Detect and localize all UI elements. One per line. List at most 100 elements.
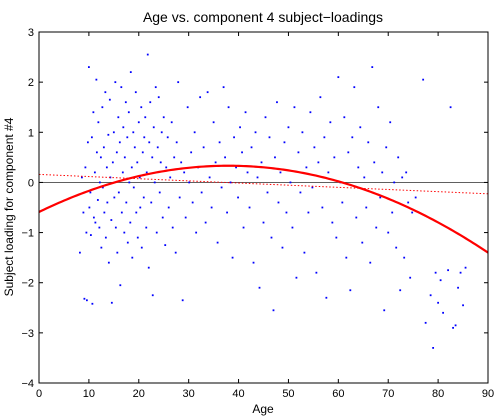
data-point-32 <box>105 166 108 169</box>
data-point-4 <box>84 166 87 169</box>
data-point-209 <box>361 241 364 244</box>
data-point-26 <box>101 106 104 109</box>
data-point-224 <box>391 211 394 214</box>
data-point-250 <box>462 304 464 307</box>
data-point-62 <box>128 181 131 184</box>
data-point-8 <box>87 66 90 68</box>
data-point-12 <box>90 136 93 139</box>
data-point-220 <box>383 309 386 312</box>
data-point-38 <box>110 219 113 221</box>
data-point-213 <box>369 261 372 264</box>
data-point-141 <box>227 106 230 109</box>
data-point-116 <box>181 299 184 302</box>
data-point-64 <box>129 71 132 74</box>
plot-frame <box>38 31 489 384</box>
data-point-201 <box>345 256 348 259</box>
data-point-153 <box>250 146 253 149</box>
data-point-21 <box>97 121 100 124</box>
data-point-175 <box>293 106 296 109</box>
data-point-246 <box>452 326 454 329</box>
data-point-28 <box>102 146 105 149</box>
data-point-217 <box>377 106 380 109</box>
data-point-186 <box>315 271 318 274</box>
data-point-94 <box>154 86 157 89</box>
data-point-35 <box>107 261 110 264</box>
x-tick-label-30: 30 <box>183 388 195 400</box>
data-point-223 <box>389 121 392 124</box>
data-point-218 <box>379 196 382 199</box>
data-point-66 <box>131 256 134 259</box>
data-point-107 <box>169 176 172 179</box>
data-point-173 <box>289 181 292 184</box>
data-point-118 <box>184 216 187 219</box>
data-point-172 <box>287 126 290 129</box>
data-point-151 <box>246 171 249 174</box>
data-point-99 <box>159 161 162 164</box>
y-tick-label--4: −4 <box>21 378 34 390</box>
data-point-81 <box>143 136 146 139</box>
data-point-49 <box>118 141 121 144</box>
data-point-68 <box>132 186 135 189</box>
data-point-150 <box>244 111 247 114</box>
x-tick-label-80: 80 <box>432 388 444 400</box>
data-point-215 <box>373 161 376 164</box>
data-point-77 <box>140 106 143 109</box>
data-point-65 <box>130 166 133 169</box>
data-point-36 <box>108 98 111 101</box>
data-point-137 <box>220 186 223 189</box>
data-point-139 <box>224 156 226 159</box>
data-point-212 <box>367 141 370 144</box>
data-point-228 <box>399 289 402 292</box>
data-point-248 <box>457 286 459 289</box>
data-point-91 <box>151 294 154 297</box>
data-point-233 <box>409 276 412 279</box>
y-tick-label-3: 3 <box>28 27 34 39</box>
data-point-20 <box>96 199 99 201</box>
data-point-71 <box>135 211 138 214</box>
y-tick-label--2: −2 <box>21 278 34 290</box>
data-point-157 <box>258 286 261 289</box>
data-point-3 <box>83 297 86 300</box>
data-point-148 <box>241 151 243 154</box>
data-point-82 <box>144 116 147 119</box>
data-point-132 <box>210 206 213 209</box>
data-point-174 <box>291 226 294 229</box>
data-point-46 <box>116 251 119 254</box>
data-point-219 <box>381 171 384 174</box>
data-point-227 <box>397 156 400 159</box>
data-point-182 <box>307 211 310 214</box>
data-point-230 <box>403 256 406 259</box>
data-point-41 <box>112 131 115 134</box>
data-point-56 <box>123 156 126 159</box>
data-point-78 <box>140 246 143 249</box>
x-tick-label-20: 20 <box>133 388 145 400</box>
data-point-183 <box>309 111 312 114</box>
data-point-131 <box>208 176 211 179</box>
data-point-188 <box>319 96 322 99</box>
data-point-226 <box>395 246 398 249</box>
data-point-168 <box>279 171 282 174</box>
data-point-127 <box>200 191 203 194</box>
data-point-240 <box>434 271 437 274</box>
data-point-187 <box>317 161 320 164</box>
data-point-95 <box>155 231 158 234</box>
y-tick-label--1: −1 <box>21 228 34 240</box>
data-point-181 <box>305 166 308 169</box>
data-point-214 <box>371 66 374 68</box>
data-point-0 <box>79 251 81 254</box>
data-point-184 <box>311 186 314 189</box>
data-point-138 <box>222 86 225 89</box>
data-point-42 <box>113 196 116 199</box>
data-point-18 <box>95 78 98 81</box>
data-point-50 <box>119 284 122 287</box>
data-point-106 <box>167 206 170 209</box>
data-point-221 <box>385 146 388 149</box>
linear-fit-line <box>38 173 489 195</box>
data-point-87 <box>148 141 151 144</box>
data-point-70 <box>134 91 137 94</box>
data-point-195 <box>333 156 336 159</box>
data-point-59 <box>126 136 129 139</box>
data-point-88 <box>149 101 152 104</box>
data-point-63 <box>129 221 132 224</box>
data-point-113 <box>177 81 180 84</box>
